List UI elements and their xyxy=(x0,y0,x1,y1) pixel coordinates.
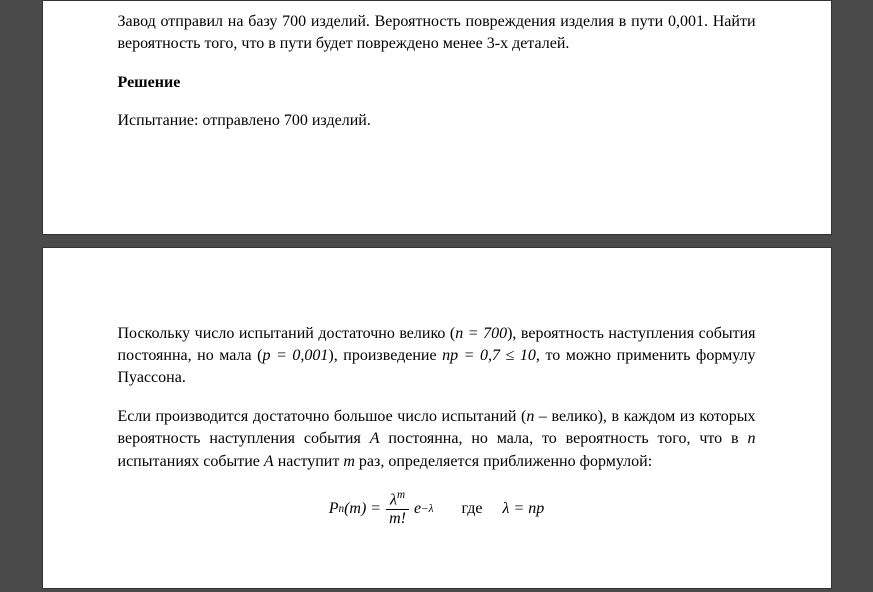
where-text: где xyxy=(462,500,483,518)
var-m: m xyxy=(343,453,355,470)
text-segment: раз, определяется приближенно формулой: xyxy=(355,453,652,470)
fraction-numerator: λm xyxy=(386,489,409,510)
p-equals: p = 0,001 xyxy=(263,347,329,364)
formula-expression: Pn(m) = λm m! e−λ xyxy=(329,489,434,528)
fraction-denominator: m! xyxy=(385,510,410,528)
lambda-equals-np: λ = np xyxy=(503,500,545,518)
formula-e: e xyxy=(414,500,421,518)
text-segment: испытаниях событие xyxy=(118,453,264,470)
np-equals: np = 0,7 ≤ 10 xyxy=(442,347,536,364)
poisson-applicability: Поскольку число испытаний достаточно вел… xyxy=(118,323,756,390)
poisson-formula: Pn(m) = λm m! e−λ где λ = np xyxy=(118,489,756,528)
poisson-description: Если производится достаточно большое чис… xyxy=(118,406,756,473)
trial-description: Испытание: отправлено 700 изделий. xyxy=(118,110,756,132)
problem-statement: Завод отправил на базу 700 изделий. Веро… xyxy=(118,11,756,56)
text-segment: Если производится достаточно большое чис… xyxy=(118,408,527,425)
neg-lambda-sup: −λ xyxy=(421,503,433,515)
formula-m-arg: (m) = xyxy=(344,500,381,518)
n-equals: n = 700 xyxy=(455,325,507,342)
m-superscript: m xyxy=(397,489,405,501)
page-2: Поскольку число испытаний достаточно вел… xyxy=(42,247,832,590)
lambda-sym: λ xyxy=(390,491,397,508)
text-segment: наступит xyxy=(274,453,344,470)
text-segment: постоянна, но мала, то вероятность того,… xyxy=(379,430,747,447)
formula-fraction: λm m! xyxy=(385,489,410,528)
var-A: A xyxy=(264,453,274,470)
solution-heading: Решение xyxy=(118,72,756,94)
formula-P: P xyxy=(329,500,339,518)
text-segment: Поскольку число испытаний достаточно вел… xyxy=(118,325,456,342)
var-A: A xyxy=(370,430,380,447)
var-n: n xyxy=(748,430,756,447)
page-1: Завод отправил на базу 700 изделий. Веро… xyxy=(42,0,832,235)
text-segment: ), произведение xyxy=(328,347,442,364)
